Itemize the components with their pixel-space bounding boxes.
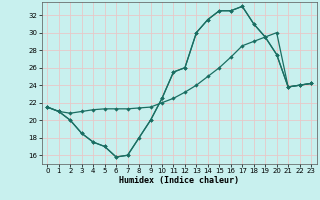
X-axis label: Humidex (Indice chaleur): Humidex (Indice chaleur) — [119, 176, 239, 185]
